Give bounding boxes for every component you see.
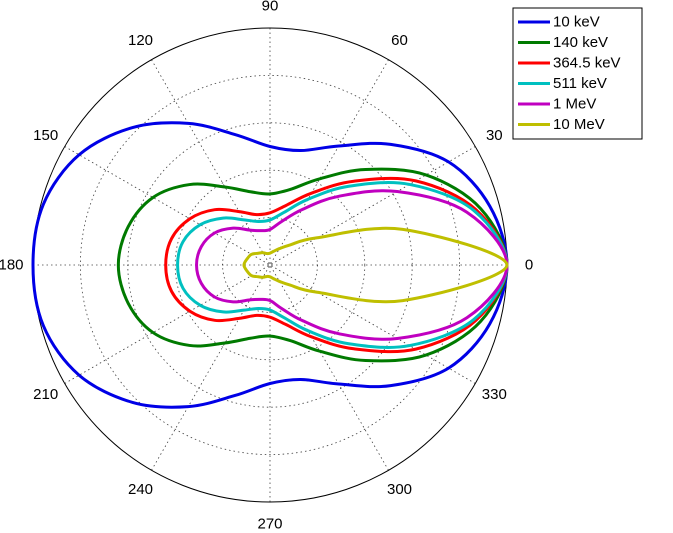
angle-tick-label: 210 [33,386,58,403]
angle-tick-label: 270 [257,516,282,533]
series-curves [31,121,509,409]
angle-tick-label: 90 [262,0,279,15]
polar-grid [32,27,508,503]
angle-tick-label: 180 [0,257,24,274]
legend-label: 1 MeV [553,96,596,113]
series-line-5 [242,226,509,304]
legend-box [512,7,643,140]
angle-tick-label: 240 [128,481,153,498]
angle-tick-label: 0 [525,257,533,274]
series-line-1 [116,167,509,363]
angle-tick-label: 60 [391,32,408,49]
angle-tick-label: 150 [33,127,58,144]
series-line-4 [195,189,509,341]
legend-label: 140 keV [553,34,608,51]
legend-label: 511 keV [553,75,607,92]
angle-tick-labels: 0 30 60 90 120 150 180 210 240 270 300 330 [0,0,533,533]
legend: 10 keV 140 keV 364.5 keV 511 keV 1 MeV 10 MeV [512,7,643,140]
series-line-0 [31,121,509,409]
grid-ring-3 [127,122,413,408]
angle-tick-label: 300 [387,481,412,498]
legend-label: 10 MeV [553,116,605,133]
series-line-3 [176,181,509,349]
angle-tick-label: 30 [486,127,503,144]
legend-label: 10 keV [553,14,600,31]
angle-tick-label: 330 [482,386,507,403]
grid-ring-2 [174,169,366,361]
outer-ring [32,27,508,503]
angle-tick-label: 120 [128,32,153,49]
series-line-2 [164,176,509,354]
grid-ring-4 [79,74,461,456]
legend-label: 364.5 keV [553,55,621,72]
